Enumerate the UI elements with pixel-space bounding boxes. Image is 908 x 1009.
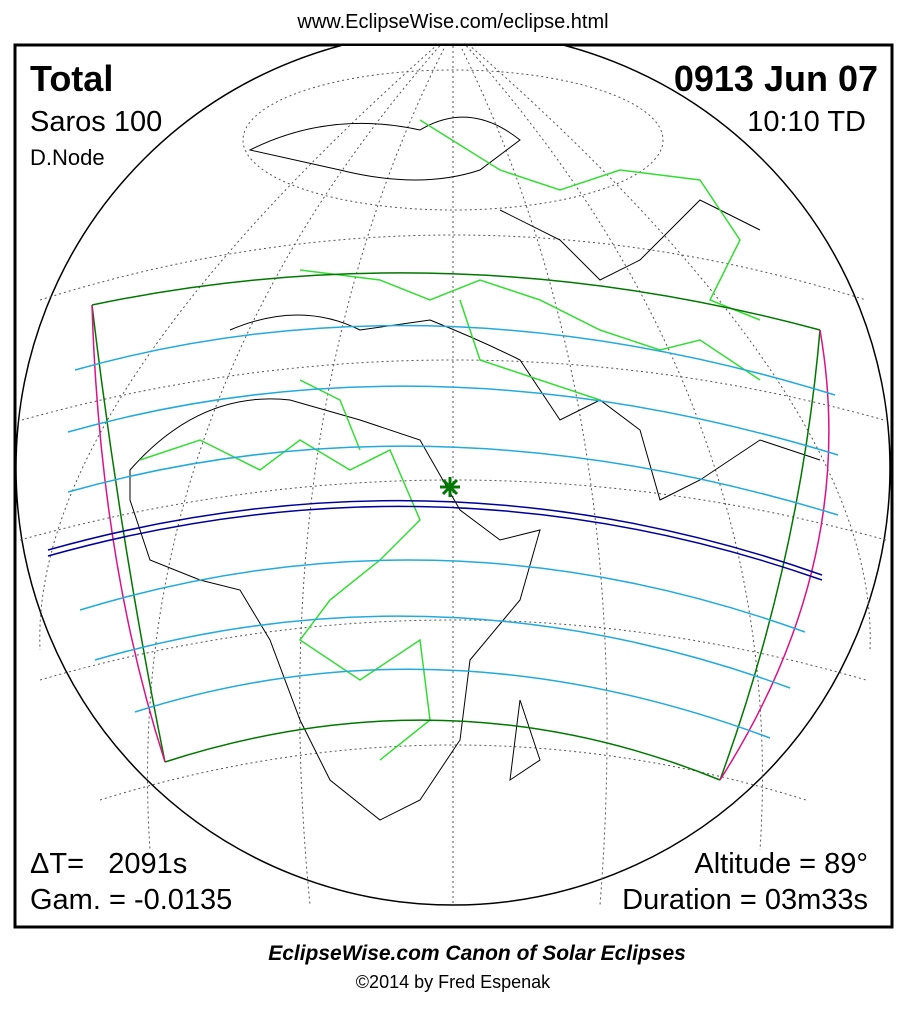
delta-t: ΔT= 2091s [30,848,187,880]
coastlines [129,116,821,821]
eclipse-path [47,272,839,781]
graticule [19,46,887,906]
date: 0913 Jun 07 [674,58,878,99]
time: 10:10 TD [747,106,866,138]
footer-title: EclipseWise.com Canon of Solar Eclipses [268,942,686,965]
eclipse-type: Total [30,58,113,99]
footer-credit: ©2014 by Fred Espenak [356,972,551,992]
node: D.Node [30,145,105,170]
borders [139,119,761,761]
gamma: Gam. = -0.0135 [30,884,232,916]
greatest-eclipse-marker [440,477,460,497]
duration: Duration = 03m33s [622,884,868,916]
url: www.EclipseWise.com/eclipse.html [296,11,608,33]
saros: Saros 100 [30,106,162,138]
globe [16,46,891,906]
altitude: Altitude = 89° [694,848,868,880]
